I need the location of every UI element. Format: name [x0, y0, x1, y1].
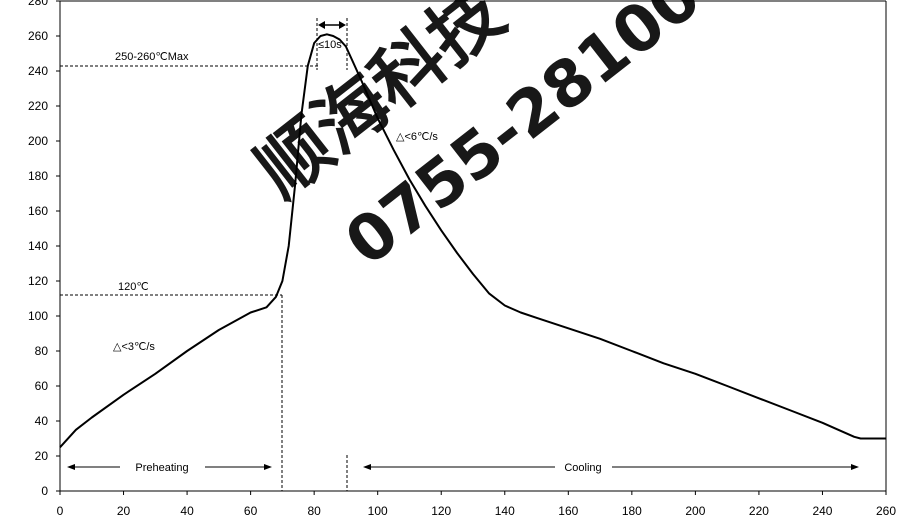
cooling-arrow-left-head	[363, 464, 371, 470]
dwell-time-label: ≤10s	[318, 39, 342, 51]
heating-rate-label: △<3℃/s	[113, 341, 155, 353]
preheating-arrow-left-head	[67, 464, 75, 470]
y-tick-label: 80	[35, 344, 49, 358]
x-tick-label: 200	[685, 504, 705, 518]
x-tick-label: 140	[495, 504, 515, 518]
preheat-temp-label: 120℃	[118, 281, 149, 293]
x-tick-label: 180	[622, 504, 642, 518]
x-tick-label: 220	[749, 504, 769, 518]
x-tick-label: 20	[117, 504, 131, 518]
x-tick-label: 60	[244, 504, 258, 518]
x-tick-label: 240	[812, 504, 832, 518]
temperature-profile-line	[59, 33, 886, 448]
cooling-arrow-right-head	[851, 464, 859, 470]
y-axis-ticks: 0 20 40 60 80 100 120 140 160 180 200 220 240 260 280	[28, 0, 60, 498]
dwell-arrow-right-head	[339, 21, 346, 29]
cooling-label: Cooling	[564, 462, 601, 474]
y-tick-label: 40	[35, 414, 49, 428]
y-tick-label: 60	[35, 379, 49, 393]
y-tick-label: 280	[28, 0, 48, 8]
y-tick-label: 260	[28, 29, 48, 43]
y-tick-label: 100	[28, 309, 48, 323]
y-tick-label: 140	[28, 239, 48, 253]
x-tick-label: 160	[558, 504, 578, 518]
x-tick-label: 120	[431, 504, 451, 518]
y-tick-label: 200	[28, 134, 48, 148]
x-tick-label: 0	[57, 504, 64, 518]
x-axis-ticks: 0 20 40 60 80 100 120 140 160 180 200 220 240 260	[57, 491, 896, 518]
x-tick-label: 80	[307, 504, 321, 518]
x-tick-label: 260	[876, 504, 896, 518]
cooling-rate-label: △<6℃/s	[396, 131, 438, 143]
y-tick-label: 0	[41, 484, 48, 498]
x-tick-label: 40	[180, 504, 194, 518]
y-tick-label: 20	[35, 449, 49, 463]
y-tick-label: 180	[28, 169, 48, 183]
peak-temp-label: 250-260℃Max	[115, 51, 189, 63]
x-tick-label: 100	[368, 504, 388, 518]
y-tick-label: 220	[28, 99, 48, 113]
y-tick-label: 240	[28, 64, 48, 78]
preheating-label: Preheating	[135, 462, 188, 474]
dwell-arrow-left-head	[318, 21, 325, 29]
preheating-arrow-right-head	[264, 464, 272, 470]
y-tick-label: 120	[28, 274, 48, 288]
y-tick-label: 160	[28, 204, 48, 218]
